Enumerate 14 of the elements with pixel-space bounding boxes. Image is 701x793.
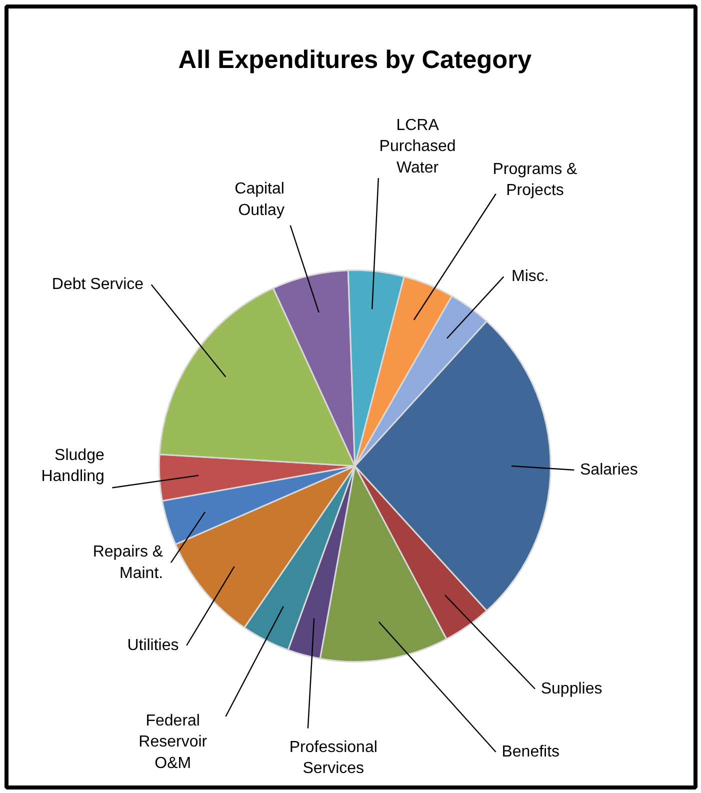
slice-label: Repairs & Maint. xyxy=(92,544,164,582)
slice-label: Supplies xyxy=(540,680,602,698)
slice-label: Federal Reservoir O&M xyxy=(138,712,208,772)
slice-label: Benefits xyxy=(502,744,560,760)
slice-label: Utilities xyxy=(127,637,179,654)
slice-label: Programs & Projects xyxy=(492,160,578,200)
slice-label: Professional Services xyxy=(289,738,378,778)
slice-label: Misc. xyxy=(512,268,549,286)
slice-label: LCRA Purchased Water xyxy=(379,116,456,176)
slice-label: Sludge Handling xyxy=(41,446,104,486)
slice-label: Salaries xyxy=(580,461,638,478)
slice-label: Capital Outlay xyxy=(234,180,284,219)
chart-title: All Expenditures by Category xyxy=(178,46,532,74)
slice-label: Debt Service xyxy=(52,276,144,294)
